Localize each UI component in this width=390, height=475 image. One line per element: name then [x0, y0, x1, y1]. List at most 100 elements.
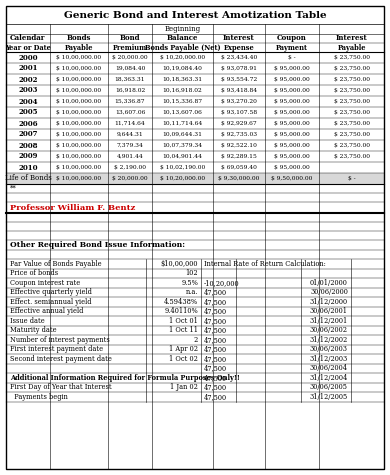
Text: **: ** [10, 184, 17, 192]
Text: $ 23,750.00: $ 23,750.00 [333, 154, 369, 159]
Text: 47,500: 47,500 [204, 374, 227, 382]
Text: 1 Apr 02: 1 Apr 02 [169, 345, 198, 353]
Text: 31/12/2003: 31/12/2003 [310, 355, 348, 363]
Text: $ 92,735.03: $ 92,735.03 [221, 132, 257, 137]
Text: 47,500: 47,500 [204, 317, 227, 325]
Text: $ 10,00,000.00: $ 10,00,000.00 [57, 143, 101, 148]
Text: n.a.: n.a. [186, 288, 198, 296]
Text: 10,09,644.31: 10,09,644.31 [163, 132, 202, 137]
Text: Par Value of Bonds Payable: Par Value of Bonds Payable [10, 260, 102, 268]
Text: 10,04,901.44: 10,04,901.44 [163, 154, 202, 159]
Text: $ 95,000.00: $ 95,000.00 [274, 77, 310, 82]
Text: 30/06/2002: 30/06/2002 [310, 326, 348, 334]
Text: 47,500: 47,500 [204, 288, 227, 296]
Text: $ 92,929.67: $ 92,929.67 [221, 121, 257, 126]
Text: Bond: Bond [120, 35, 140, 42]
Text: 4,901.44: 4,901.44 [117, 154, 144, 159]
Text: 47,500: 47,500 [204, 393, 227, 401]
Text: Second interest payment date: Second interest payment date [10, 355, 112, 363]
Text: Generic Bond and Interest Amotization Table: Generic Bond and Interest Amotization Ta… [64, 10, 326, 19]
Text: 30/06/2001: 30/06/2001 [310, 307, 348, 315]
Text: Maturity date: Maturity date [10, 326, 57, 334]
Text: 30/06/2004: 30/06/2004 [310, 364, 348, 372]
Text: Effective annual yield: Effective annual yield [10, 307, 83, 315]
Text: 47,500: 47,500 [204, 298, 227, 306]
Text: $ 23,434.40: $ 23,434.40 [221, 55, 257, 60]
Text: $ 95,000.00: $ 95,000.00 [274, 121, 310, 126]
Text: $ -: $ - [348, 176, 355, 181]
Text: Payable: Payable [65, 44, 93, 51]
Text: $ 95,000.00: $ 95,000.00 [274, 154, 310, 159]
Text: $ -: $ - [288, 55, 296, 60]
Text: 10,19,084.40: 10,19,084.40 [163, 66, 202, 71]
Text: Coupon interest rate: Coupon interest rate [10, 279, 80, 287]
Text: First interest payment date: First interest payment date [10, 345, 103, 353]
Text: Internal Rate of Return Calculation:: Internal Rate of Return Calculation: [204, 260, 326, 268]
Text: Calendar: Calendar [10, 35, 46, 42]
Bar [6, 173, 384, 184]
Text: 19,084.40: 19,084.40 [115, 66, 145, 71]
Text: 1 Jan 02: 1 Jan 02 [170, 383, 198, 391]
Text: -10,20,000: -10,20,000 [204, 279, 239, 287]
Text: Price of bonds: Price of bonds [10, 269, 58, 277]
Text: 31/12/2002: 31/12/2002 [310, 336, 348, 344]
Text: 47,500: 47,500 [204, 336, 227, 344]
Text: $ 10,00,000.00: $ 10,00,000.00 [57, 154, 101, 159]
Text: $ 10,00,000.00: $ 10,00,000.00 [57, 176, 101, 181]
Text: $ 2,190.00: $ 2,190.00 [114, 165, 146, 170]
Text: 2008: 2008 [18, 142, 38, 150]
Text: 47,500: 47,500 [204, 307, 227, 315]
Text: $ 10,00,000.00: $ 10,00,000.00 [57, 165, 101, 170]
Text: 10,15,336.87: 10,15,336.87 [163, 99, 202, 104]
Text: 2006: 2006 [18, 120, 38, 127]
Text: Payment: Payment [276, 44, 308, 51]
Text: 30/06/2000: 30/06/2000 [310, 288, 348, 296]
Text: Life of Bonds: Life of Bonds [5, 174, 51, 182]
Text: Professor William F. Bentz: Professor William F. Bentz [10, 203, 135, 211]
Text: 2001: 2001 [18, 65, 38, 73]
Text: $ 69,059.40: $ 69,059.40 [221, 165, 257, 170]
Text: $ 10,02,190.00: $ 10,02,190.00 [160, 165, 205, 170]
Text: 10,13,607.06: 10,13,607.06 [163, 110, 202, 115]
Text: Effect. semiannual yield: Effect. semiannual yield [10, 298, 92, 306]
Text: $ 9,30,000.00: $ 9,30,000.00 [218, 176, 260, 181]
Text: 10,11,714.64: 10,11,714.64 [162, 121, 203, 126]
Text: $ 10,00,000.00: $ 10,00,000.00 [57, 88, 101, 93]
Text: $ 93,270.20: $ 93,270.20 [221, 99, 257, 104]
Text: Bonds Payable (Net): Bonds Payable (Net) [145, 44, 220, 51]
Text: Payable: Payable [337, 44, 366, 51]
Text: $ 95,000.00: $ 95,000.00 [274, 88, 310, 93]
Text: 13,607.06: 13,607.06 [115, 110, 145, 115]
Text: $ 23,750.00: $ 23,750.00 [333, 99, 369, 104]
Text: 7,379.34: 7,379.34 [117, 143, 144, 148]
Text: $ 9,50,000.00: $ 9,50,000.00 [271, 176, 313, 181]
Text: 30/06/2005: 30/06/2005 [310, 383, 348, 391]
Text: $10,00,000: $10,00,000 [161, 260, 198, 268]
Text: 15,336.87: 15,336.87 [115, 99, 145, 104]
Text: 01/01/2000: 01/01/2000 [310, 279, 348, 287]
Text: $ 23,750.00: $ 23,750.00 [333, 110, 369, 115]
Text: Expense: Expense [223, 44, 254, 51]
Text: 2002: 2002 [18, 76, 38, 84]
Text: $ 10,00,000.00: $ 10,00,000.00 [57, 66, 101, 71]
Text: $ 20,000.00: $ 20,000.00 [112, 55, 148, 60]
Text: $ 10,00,000.00: $ 10,00,000.00 [57, 132, 101, 137]
Text: $ 23,750.00: $ 23,750.00 [333, 55, 369, 60]
Text: $ 92,289.15: $ 92,289.15 [221, 154, 257, 159]
Text: 47,500: 47,500 [204, 326, 227, 334]
Text: 47,500: 47,500 [204, 355, 227, 363]
Text: 18,363.31: 18,363.31 [115, 77, 145, 82]
Text: $ 10,20,000.00: $ 10,20,000.00 [160, 55, 205, 60]
Text: Bonds: Bonds [67, 35, 91, 42]
Text: 10,07,379.34: 10,07,379.34 [163, 143, 202, 148]
Text: Balance: Balance [167, 35, 198, 42]
Text: 10,16,918.02: 10,16,918.02 [163, 88, 202, 93]
Text: 2: 2 [194, 336, 198, 344]
Text: Beginning: Beginning [165, 25, 200, 33]
Text: $ 95,000.00: $ 95,000.00 [274, 143, 310, 148]
Text: 9.5%: 9.5% [181, 279, 198, 287]
Text: $ 95,000.00: $ 95,000.00 [274, 110, 310, 115]
Text: $ 23,750.00: $ 23,750.00 [333, 121, 369, 126]
Text: Premium: Premium [113, 44, 147, 51]
Text: 1 Oct 11: 1 Oct 11 [169, 326, 198, 334]
